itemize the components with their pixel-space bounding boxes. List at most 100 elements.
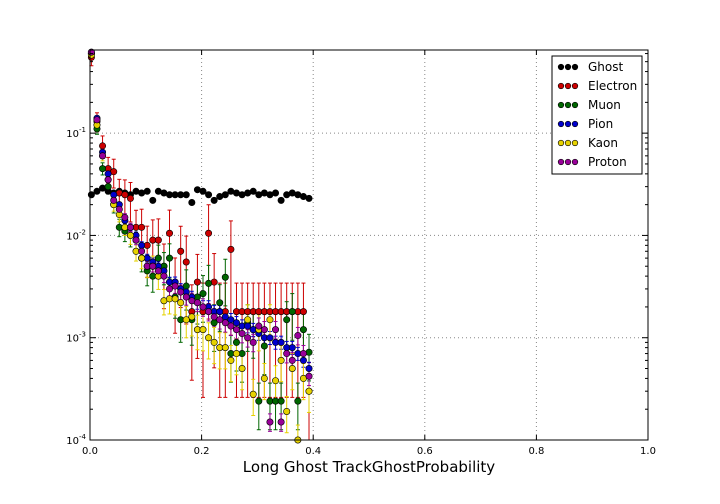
point-pion [244,322,252,330]
point-kaon [244,316,252,324]
point-kaon [188,313,196,321]
point-muon [199,290,207,298]
point-proton [121,213,129,221]
point-kaon [260,374,268,382]
point-proton [205,308,213,316]
point-pion [232,319,240,327]
point-proton [210,313,218,321]
legend-marker [564,82,572,90]
point-kaon [221,344,229,352]
point-proton [104,176,112,184]
point-kaon [126,231,134,239]
point-ghost [272,189,280,197]
point-pion [138,241,146,249]
point-muon [260,342,268,350]
point-kaon [305,387,313,395]
legend-marker [571,120,579,128]
legend-box [551,55,643,175]
point-electron [227,245,235,253]
legend-label-kaon: Kaon [588,136,618,150]
point-muon [294,397,302,405]
point-electron [193,278,201,286]
point-pion [277,338,285,346]
point-proton [160,272,168,280]
legend-marker [564,139,572,147]
legend-label-proton: Proton [588,155,627,169]
point-proton [221,319,229,327]
axis-ticks: 0.0 0.2 0.4 0.6 0.8 1.0 10-4 10-3 10-2 10-1 [66,50,656,457]
y-tick-label: 10-2 [66,228,86,242]
legend-label-pion: Pion [588,117,613,131]
point-pion [288,344,296,352]
point-proton [305,372,313,380]
point-pion [299,356,307,364]
point-ghost [277,196,285,204]
point-pion [104,170,112,178]
point-kaon [232,350,240,358]
point-pion [216,308,224,316]
point-proton [266,418,274,426]
point-pion [266,334,274,342]
legend-marker [557,120,565,128]
legend-marker [557,82,565,90]
point-proton [216,316,224,324]
point-kaon [199,326,207,334]
point-muon [288,308,296,316]
point-proton [283,350,291,358]
point-electron [299,308,307,316]
point-muon [299,326,307,334]
point-ghost [210,196,218,204]
legend: Ghost Electron Muon Pion Kaon Proton [551,55,643,175]
x-tick-label: 0.2 [194,446,210,457]
point-proton [115,205,123,213]
point-proton [93,116,101,124]
point-ghost [93,187,101,195]
legend-marker [571,139,579,147]
point-proton [182,293,190,301]
point-kaon [171,295,179,303]
point-ghost [182,191,190,199]
legend-marker [571,158,579,166]
point-kaon [266,316,274,324]
y-tick-label: 10-1 [66,126,86,140]
point-proton [99,152,107,160]
point-ghost [305,194,313,202]
point-kaon [177,299,185,307]
point-ghost [143,187,151,195]
point-kaon [182,316,190,324]
point-muon [166,254,174,262]
point-kaon [288,365,296,373]
point-electron [121,191,129,199]
point-pion [305,365,313,373]
point-kaon [138,254,146,262]
point-kaon [210,338,218,346]
point-proton [294,332,302,340]
legend-marker [571,82,579,90]
point-electron [154,236,162,244]
x-tick-label: 0.8 [528,446,544,457]
point-muon [99,165,107,173]
point-ghost [87,191,95,199]
point-kaon [238,365,246,373]
legend-marker [557,63,565,71]
legend-label-muon: Muon [588,98,621,112]
point-ghost [205,191,213,199]
point-proton [260,326,268,334]
point-electron [166,229,174,237]
data-points [87,48,313,444]
x-tick-label: 1.0 [640,446,656,457]
legend-marker [557,158,565,166]
point-proton [277,418,285,426]
point-muon [216,299,224,307]
point-electron [99,142,107,150]
legend-marker [564,101,572,109]
point-muon [283,316,291,324]
y-tick-label: 10-3 [66,331,86,345]
point-muon [221,273,229,281]
point-muon [104,183,112,191]
point-proton [149,262,157,270]
point-proton [199,303,207,311]
point-kaon [227,356,235,364]
point-muon [255,397,263,405]
